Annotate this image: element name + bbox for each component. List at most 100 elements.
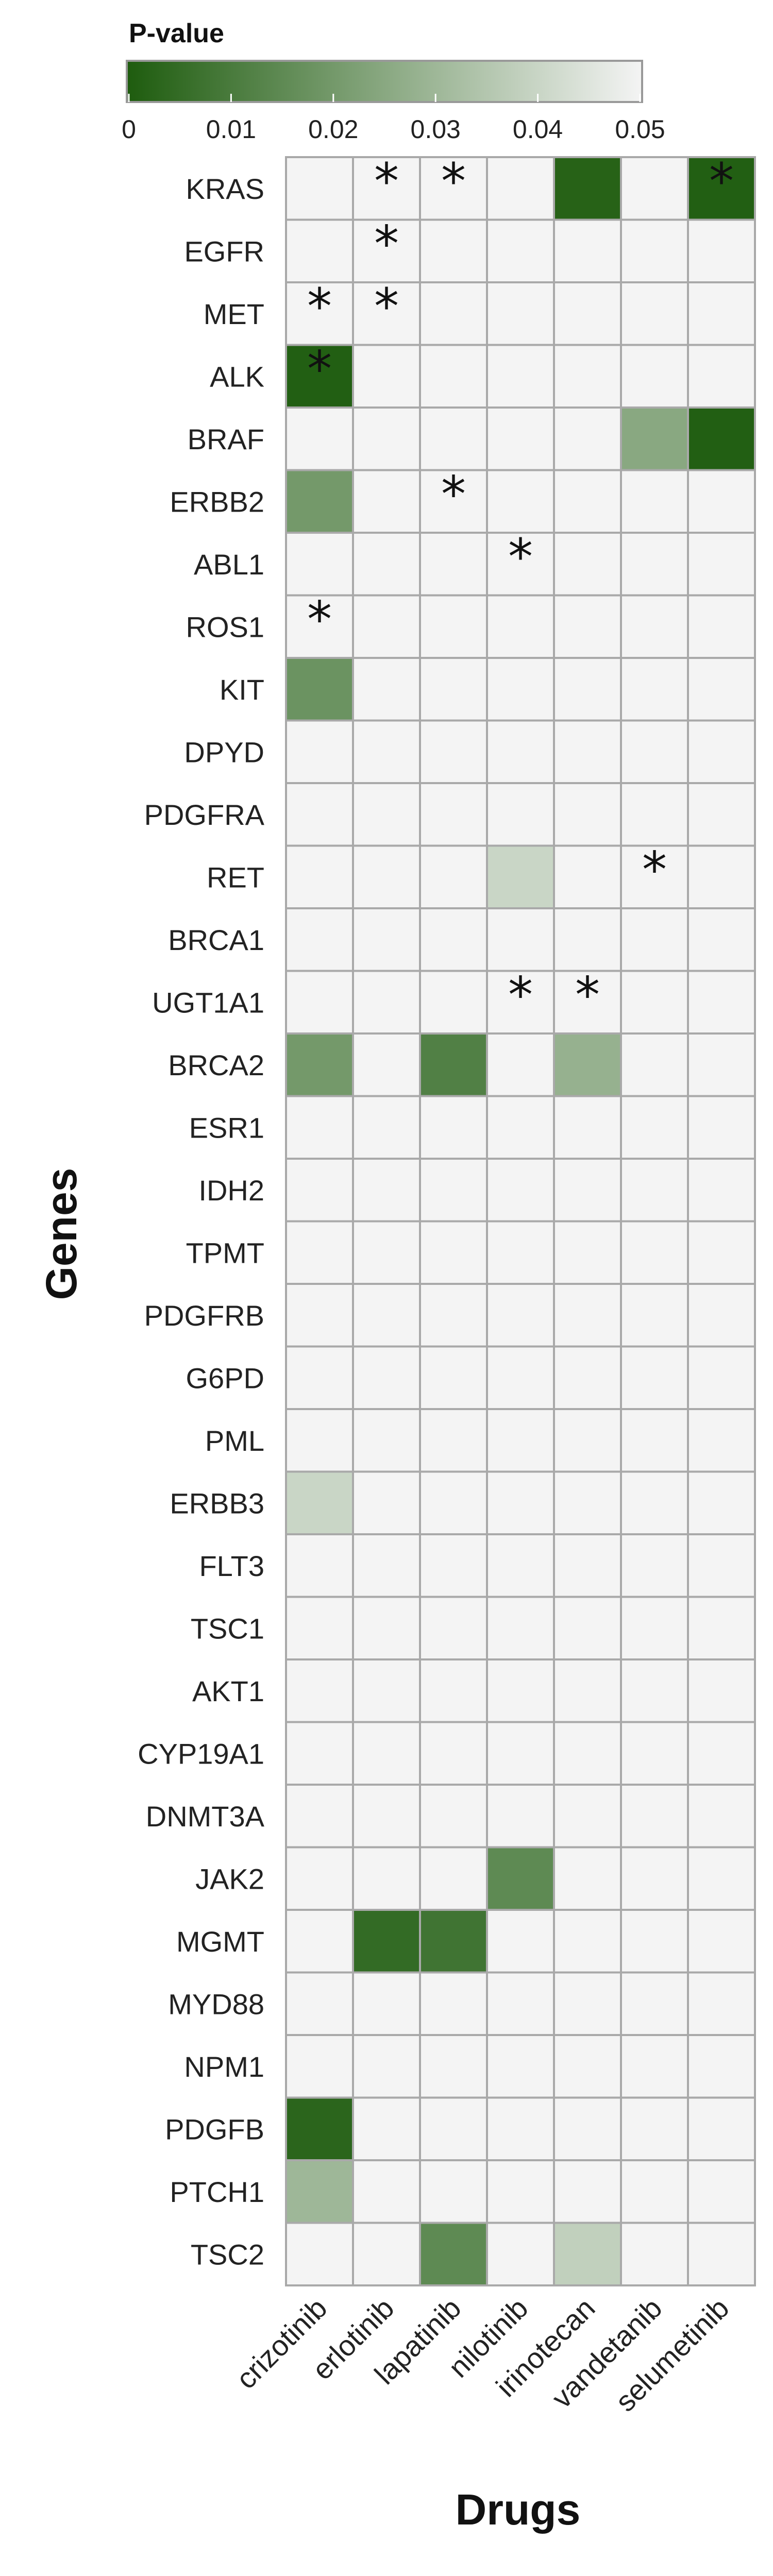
heatmap-cell	[352, 844, 421, 909]
heatmap-cell	[620, 719, 689, 784]
significance-star: *	[307, 341, 332, 398]
heatmap-cell	[352, 1721, 421, 1786]
heatmap-cell	[352, 1971, 421, 2036]
heatmap-cell	[352, 1596, 421, 1660]
heatmap-cell	[553, 844, 622, 909]
heatmap-cell	[553, 2222, 622, 2286]
heatmap-cell	[419, 469, 488, 534]
heatmap-cell	[687, 1470, 756, 1535]
heatmap-cell	[419, 2159, 488, 2224]
significance-star: *	[441, 152, 466, 210]
gene-label: ERBB3	[170, 1487, 264, 1519]
heatmap-cell	[620, 1095, 689, 1160]
heatmap-cell	[620, 281, 689, 346]
heatmap-cell	[620, 344, 689, 409]
heatmap-cell	[687, 2159, 756, 2224]
significance-star: *	[374, 152, 399, 210]
heatmap-cell	[620, 1032, 689, 1097]
heatmap-cell	[553, 1658, 622, 1723]
heatmap-cell	[285, 782, 354, 847]
heatmap-cell	[486, 1408, 555, 1473]
significance-star: *	[374, 215, 399, 273]
gene-label: AKT1	[192, 1675, 264, 1707]
heatmap-cell	[553, 1345, 622, 1410]
legend-tick-label: 0.01	[206, 115, 256, 144]
gene-label: BRCA1	[168, 924, 264, 956]
heatmap-cell	[285, 1533, 354, 1598]
drug-label: crizotinib	[230, 2292, 333, 2395]
heatmap-cell	[553, 406, 622, 471]
heatmap-cell	[352, 782, 421, 847]
gene-label: MGMT	[176, 1925, 264, 1958]
heatmap-cell	[285, 907, 354, 972]
heatmap-cell	[486, 1283, 555, 1348]
gene-label: KRAS	[186, 173, 265, 205]
heatmap-cell	[352, 1470, 421, 1535]
legend-title: P-value	[129, 19, 224, 48]
heatmap-cell	[687, 1158, 756, 1223]
heatmap-cell	[553, 1158, 622, 1223]
heatmap-cell	[285, 532, 354, 597]
heatmap-cell	[352, 218, 421, 283]
significance-star: *	[508, 967, 533, 1024]
heatmap-cell	[352, 719, 421, 784]
heatmap-cell	[620, 657, 689, 722]
heatmap-cell	[419, 719, 488, 784]
heatmap-cell	[687, 2034, 756, 2099]
heatmap-cell	[352, 156, 421, 221]
heatmap-cell	[687, 1533, 756, 1598]
heatmap-cell	[419, 1533, 488, 1598]
heatmap-cell	[687, 1846, 756, 1911]
heatmap-cell	[352, 1032, 421, 1097]
heatmap-cell	[419, 281, 488, 346]
heatmap-cell	[553, 281, 622, 346]
heatmap-cell	[620, 1658, 689, 1723]
gene-label: PDGFB	[165, 2113, 264, 2145]
heatmap-cell	[352, 1846, 421, 1911]
heatmap-cell	[687, 218, 756, 283]
heatmap-cell	[486, 344, 555, 409]
heatmap-cell	[553, 657, 622, 722]
heatmap-cell	[486, 1909, 555, 1974]
heatmap-cell	[553, 2034, 622, 2099]
heatmap-cell	[553, 218, 622, 283]
heatmap-cell	[352, 1784, 421, 1849]
gene-label: ESR1	[189, 1111, 264, 1144]
heatmap-cell	[553, 907, 622, 972]
heatmap-cell	[553, 532, 622, 597]
heatmap-cell	[553, 1533, 622, 1598]
heatmap-cell	[486, 1095, 555, 1160]
heatmap-cell	[285, 2034, 354, 2099]
legend-tick-label: 0	[122, 115, 136, 144]
heatmap-cell	[352, 469, 421, 534]
heatmap-cell	[285, 970, 354, 1035]
heatmap-cell	[687, 1596, 756, 1660]
heatmap-cell	[285, 2222, 354, 2286]
heatmap-cell	[553, 1596, 622, 1660]
heatmap-cell	[352, 281, 421, 346]
heatmap-cell	[553, 1032, 622, 1097]
heatmap-cell	[553, 782, 622, 847]
heatmap-cell	[419, 1721, 488, 1786]
heatmap-cell	[486, 719, 555, 784]
heatmap-cell	[285, 1095, 354, 1160]
heatmap-cell	[352, 1533, 421, 1598]
heatmap-cell	[687, 2096, 756, 2161]
significance-star: *	[575, 967, 600, 1024]
heatmap-cell	[620, 1784, 689, 1849]
heatmap-cell	[285, 1909, 354, 1974]
heatmap-cell	[486, 532, 555, 597]
heatmap-cell	[419, 2096, 488, 2161]
gene-label: PML	[205, 1425, 264, 1457]
heatmap-cell	[285, 406, 354, 471]
heatmap-cell	[486, 2222, 555, 2286]
heatmap-cell	[285, 1470, 354, 1535]
legend-ticks: 0 0.01 0.02 0.03 0.04 0.05	[122, 94, 665, 144]
heatmap-cell	[352, 1158, 421, 1223]
gene-label: TPMT	[186, 1236, 264, 1269]
heatmap-cell	[687, 1658, 756, 1723]
heatmap-cell	[553, 970, 622, 1035]
heatmap-cell	[687, 344, 756, 409]
heatmap-cell	[620, 156, 689, 221]
heatmap-cell	[419, 1784, 488, 1849]
